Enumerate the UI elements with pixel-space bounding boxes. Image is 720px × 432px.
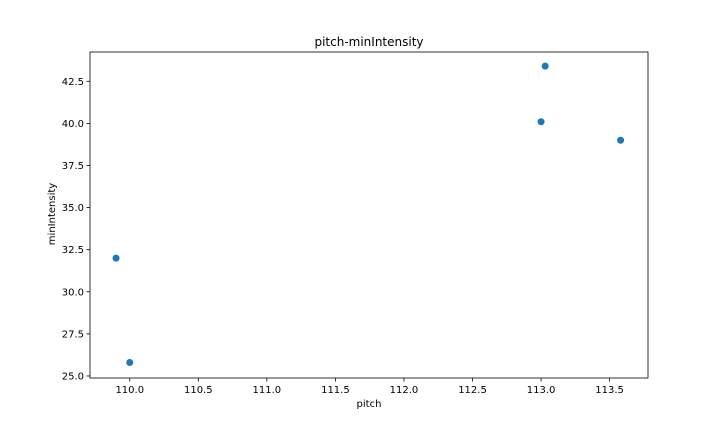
y-tick-label: 27.5 [62,329,84,340]
plot-area [112,62,625,367]
y-tick-label: 32.5 [62,245,84,256]
scatter-point [617,136,625,144]
y-tick-label: 30.0 [62,287,84,298]
x-tick-label: 112.0 [390,385,419,396]
x-tick-label: 110.0 [115,385,144,396]
x-axis-label: pitch [357,399,382,410]
scatter-point [126,359,134,367]
y-axis-ticks: 25.0 27.5 30.0 32.5 35.0 37.5 40.0 42.5 [62,77,90,382]
x-tick-label: 112.5 [458,385,487,396]
chart-title: pitch-minIntensity [314,35,423,49]
y-tick-label: 37.5 [62,161,84,172]
y-tick-label: 25.0 [62,371,84,382]
y-axis-label: minIntensity [47,183,58,245]
scatter-point [112,254,120,262]
x-tick-label: 113.5 [595,385,624,396]
x-tick-label: 111.0 [253,385,282,396]
x-tick-label: 111.5 [321,385,350,396]
x-tick-label: 110.5 [184,385,213,396]
scatter-point [541,62,549,70]
y-tick-label: 35.0 [62,203,84,214]
x-axis-ticks: 110.0 110.5 111.0 111.5 112.0 112.5 113.0 113.5 [115,378,624,396]
axes-frame [89,51,649,379]
y-tick-label: 40.0 [62,119,84,130]
scatter-point [537,118,545,126]
x-tick-label: 113.0 [527,385,556,396]
y-tick-label: 42.5 [62,77,84,88]
